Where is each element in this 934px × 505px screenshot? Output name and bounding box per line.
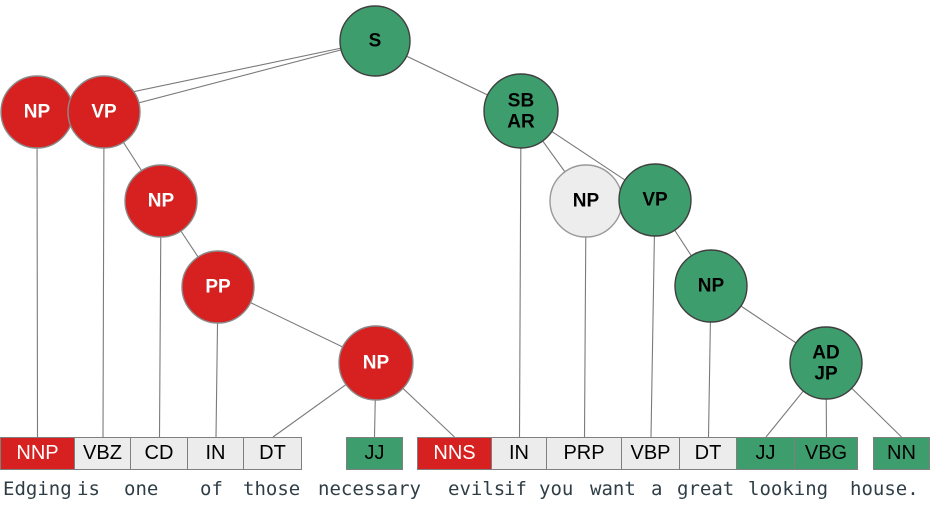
sentence-token: is xyxy=(77,478,100,500)
tree-node-circle xyxy=(789,326,863,400)
pos-box-vbp: VBP xyxy=(621,437,680,470)
tree-node-label: NP xyxy=(148,191,175,212)
tree-node-circle xyxy=(181,250,255,324)
pos-box-jj: JJ xyxy=(346,437,403,470)
sentence-token: necessary xyxy=(318,478,421,500)
tree-node-label: PP xyxy=(205,277,231,298)
pos-box-in: IN xyxy=(187,437,244,470)
pos-box-prp: PRP xyxy=(546,437,622,470)
sentence-token: looking xyxy=(748,478,829,500)
tree-node-np: NP xyxy=(338,325,414,401)
tree-edge xyxy=(103,40,376,113)
sentence-token: great xyxy=(677,478,735,500)
sentence-text: Edging is one of those necessary evils if you wan… xyxy=(0,477,934,505)
tree-node-pp: PP xyxy=(181,250,255,324)
tree-node-sbar: SB AR xyxy=(483,73,559,149)
tree-node-circle xyxy=(618,163,692,237)
pos-box-dt: DT xyxy=(243,437,302,470)
pos-box-cd: CD xyxy=(130,437,188,470)
pos-box-jj: JJ xyxy=(736,437,795,470)
tree-node-vp: VP xyxy=(618,163,692,237)
pos-box-nns: NNS xyxy=(417,437,492,470)
tree-node-label: S xyxy=(369,31,382,52)
tree-node-label: SB AR xyxy=(507,91,535,133)
tree-node-label: AD JP xyxy=(812,343,839,385)
tree-node-s: S xyxy=(339,5,411,77)
tree-node-circle xyxy=(67,75,141,149)
tree-edge xyxy=(158,200,162,438)
pos-box-vbg: VBG xyxy=(794,437,858,470)
sentence-token: want xyxy=(590,478,636,500)
tree-node-adjp: AD JP xyxy=(789,326,863,400)
tree-node-circle xyxy=(674,249,748,323)
tree-edge xyxy=(583,200,587,438)
sentence-token: Edging xyxy=(3,478,72,500)
sentence-token: a xyxy=(651,478,663,500)
pos-box-vbz: VBZ xyxy=(74,437,131,470)
sentence-token: you xyxy=(539,478,574,500)
tree-node-np: NP xyxy=(674,249,748,323)
pos-box-nn: NN xyxy=(873,437,930,470)
tree-node-label: NP xyxy=(698,276,725,297)
tree-node-np: NP xyxy=(549,164,623,238)
tree-node-np: NP xyxy=(0,75,74,149)
tree-node-label: NP xyxy=(573,191,600,212)
tree-node-label: NP xyxy=(24,102,51,123)
pos-box-nnp: NNP xyxy=(0,437,75,470)
tree-edge xyxy=(102,111,105,438)
sentence-token: those xyxy=(243,478,301,500)
tree-edge xyxy=(650,199,656,438)
tree-node-vp: VP xyxy=(67,75,141,149)
sentence-token: if xyxy=(504,478,527,500)
tree-node-label: VP xyxy=(642,190,668,211)
tree-node-circle xyxy=(339,5,411,77)
pos-box-in: IN xyxy=(491,437,547,470)
pos-box-dt: DT xyxy=(679,437,737,470)
sentence-token: of xyxy=(200,478,223,500)
sentence-token: evils xyxy=(448,478,506,500)
tree-node-label: VP xyxy=(91,102,117,123)
tree-edge xyxy=(518,110,522,438)
tree-node-circle xyxy=(483,73,559,149)
tree-node-label: NP xyxy=(363,353,390,374)
pos-tag-row: NNP VBZ CD IN DT JJ NNS IN PRP VBP DT JJ VBG NN xyxy=(0,437,934,470)
tree-edge xyxy=(36,111,39,438)
tree-node-circle xyxy=(124,164,198,238)
tree-node-circle xyxy=(338,325,414,401)
tree-node-np: NP xyxy=(124,164,198,238)
sentence-token: one xyxy=(124,478,159,500)
sentence-token: house. xyxy=(850,478,919,500)
